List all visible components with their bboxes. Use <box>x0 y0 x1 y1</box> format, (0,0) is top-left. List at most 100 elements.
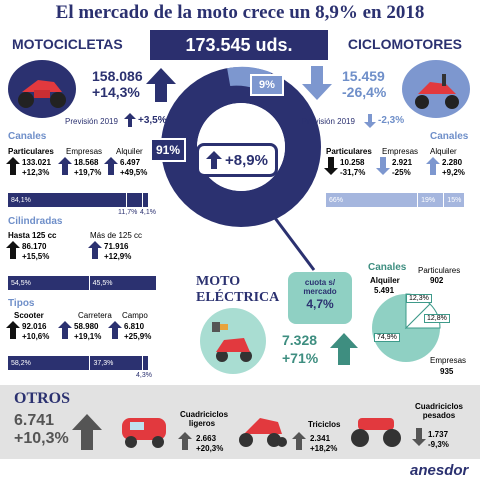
otros-pct: -9,3% <box>428 440 449 449</box>
quadricycle-icon <box>116 404 172 457</box>
ciclo-units: 15.459 <box>342 68 385 84</box>
moto-canales-title: Canales <box>8 131 47 142</box>
cilindradas-bar: 54,5% 45,5% <box>8 276 156 290</box>
pie-value-empresas: 935 <box>440 367 454 376</box>
electrica-pct: +71% <box>282 350 319 366</box>
pie-label-particulares: Particulares <box>418 266 461 275</box>
tipos-bar: 58,2% 37,3% <box>8 356 148 370</box>
electrica-title-line2: ELÉCTRICA <box>196 290 280 305</box>
otros-pct: +10,3% <box>14 430 69 447</box>
cuota-box: cuota s/ mercado 4,7% <box>288 272 352 324</box>
bar-label: 11,7% <box>118 209 138 216</box>
electrica-canales-title: Canales <box>368 262 407 273</box>
bar-label: 4,3% <box>136 372 152 379</box>
down-arrow-icon <box>412 428 426 446</box>
up-arrow-icon <box>6 241 20 259</box>
ciclo-pct: -26,4% <box>342 84 387 100</box>
otros-title: OTROS <box>14 390 71 407</box>
otros-label: Cuadriciclos ligeros <box>180 410 229 428</box>
tipo-value: 6.810 <box>124 322 145 331</box>
up-arrow-icon <box>58 157 72 175</box>
tipo-pct: +19,1% <box>74 332 102 341</box>
tipos-title: Tipos <box>8 298 35 309</box>
ciclo-canal-label: Alquiler <box>430 147 457 156</box>
motocicletas-header: MOTOCICLETAS <box>12 36 123 52</box>
up-arrow-icon <box>292 432 306 450</box>
moto-forecast-label: Previsión 2019 <box>65 117 118 126</box>
ciclo-forecast: -2,3% <box>378 115 405 126</box>
brand-logo: anesdor <box>410 462 469 479</box>
tipo-value: 92.016 <box>22 322 47 331</box>
cuota-label: mercado <box>303 287 337 296</box>
ciclomotores-header: CICLOMOTORES <box>347 36 462 52</box>
ciclo-canal-value: 2.921 <box>392 158 413 167</box>
otros-label: Cuadriciclos pesados <box>410 402 468 420</box>
otros-label-line: Cuadriciclos <box>414 402 463 411</box>
down-arrow-icon <box>302 66 332 100</box>
ciclo-canal-label: Particulares <box>326 147 372 156</box>
up-arrow-icon <box>426 157 440 175</box>
cil-value: 86.170 <box>22 242 47 251</box>
otros-value: 1.737 <box>428 430 449 439</box>
cil-pct: +15,5% <box>22 252 50 261</box>
pie-value-particulares: 902 <box>430 276 444 285</box>
otros-value: 2.663 <box>196 434 217 443</box>
pie-label-empresas: Empresas <box>430 356 467 365</box>
center-growth-box: +8,9% <box>196 143 278 177</box>
down-arrow-icon <box>364 114 376 128</box>
up-arrow-icon <box>6 321 20 339</box>
ciclo-canal-value: 10.258 <box>340 158 365 167</box>
tipo-value: 58.980 <box>74 322 99 331</box>
up-arrow-icon <box>124 113 136 127</box>
bar-segment: 54,5% <box>8 276 89 290</box>
bar-segment <box>125 193 143 207</box>
up-arrow-icon <box>72 414 102 450</box>
up-arrow-icon <box>206 151 223 169</box>
tipo-label: Carretera <box>78 311 112 320</box>
center-pct: +8,9% <box>225 151 268 169</box>
cuota-label: cuota s/ <box>304 278 336 287</box>
otros-units: 6.741 <box>14 412 55 429</box>
moto-canal-value: 133.021 <box>22 158 51 167</box>
ciclo-canal-label: Empresas <box>382 147 419 156</box>
otros-label-line: pesados <box>422 411 456 420</box>
cil-pct: +12,9% <box>104 252 132 261</box>
ciclo-canal-pct: -25% <box>392 168 411 177</box>
bar-segment: 19% <box>417 193 444 207</box>
pie-pct-label: 12,3% <box>406 294 432 303</box>
bar-segment: 37,3% <box>89 356 142 370</box>
otros-value: 2.341 <box>310 434 331 443</box>
ciclo-share-badge: 9% <box>250 74 284 96</box>
ciclo-canales-bar: 66% 19% 15% <box>326 193 464 207</box>
up-arrow-icon <box>104 157 118 175</box>
electrica-units: 7.328 <box>282 332 318 348</box>
pie-value-alquiler: 5.491 <box>374 286 395 295</box>
bar-segment: 66% <box>326 193 418 207</box>
otros-label: Triciclos <box>308 420 341 429</box>
motorcycle-icon <box>8 60 76 118</box>
otros-label-line: Cuadriciclos <box>180 410 229 419</box>
atv-icon <box>346 404 406 457</box>
moto-canal-label: Empresas <box>66 147 103 156</box>
bar-segment: 15% <box>443 193 464 207</box>
bar-label: 4,1% <box>140 209 156 216</box>
electrica-title-line1: MOTO <box>196 274 241 289</box>
ciclo-canal-pct: +9,2% <box>442 168 465 177</box>
up-arrow-icon <box>330 333 358 365</box>
ciclo-canales-title: Canales <box>430 131 469 142</box>
moto-pct: +14,3% <box>92 84 140 100</box>
tricycle-icon <box>234 404 290 457</box>
connector-line <box>270 213 316 271</box>
up-arrow-icon <box>88 241 102 259</box>
tipo-label: Campo <box>122 311 148 320</box>
bar-segment: 58,2% <box>8 356 90 370</box>
down-arrow-icon <box>376 157 390 175</box>
otros-pct: +20,3% <box>196 444 224 453</box>
cuota-value: 4,7% <box>306 297 334 311</box>
electrica-title: MOTO ELÉCTRICA <box>196 274 279 306</box>
moto-canal-value: 18.568 <box>74 158 99 167</box>
up-arrow-icon <box>6 157 20 175</box>
up-arrow-icon <box>146 68 176 102</box>
up-arrow-icon <box>178 432 192 450</box>
cil-value: 71.916 <box>104 242 129 251</box>
